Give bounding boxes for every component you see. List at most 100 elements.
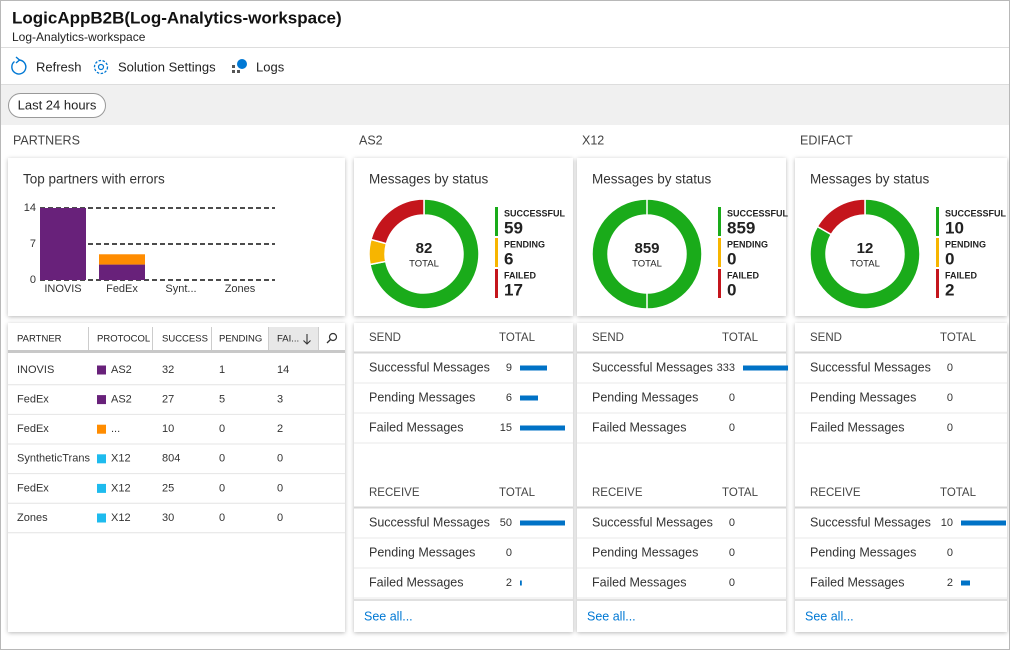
chart-title: Top partners with errors [23,172,165,187]
table-cell: FedEx [17,423,49,435]
detail-label: Successful Messages [592,360,713,374]
detail-label: Failed Messages [369,420,464,434]
column-header[interactable]: SUCCESS [162,334,208,345]
table-cell: X12 [111,482,131,494]
chart-title: Messages by status [810,172,930,187]
detail-value: 2 [947,577,953,589]
detail-bar [520,365,547,371]
column-header[interactable]: PARTNER [17,334,62,345]
detail-value: 333 [717,362,735,374]
table-cell: FedEx [17,394,49,406]
detail-label: Pending Messages [810,545,916,559]
detail-label: Pending Messages [810,390,916,404]
gear-hub [97,63,105,71]
donut-total: 12 [857,240,874,257]
detail-value: 10 [941,517,953,529]
table-cell: 1 [219,364,225,376]
detail-header: TOTAL [722,487,759,499]
table-cell: 32 [162,364,174,376]
search-button[interactable] [326,332,338,344]
detail-header: SEND [592,332,624,344]
legend-swatch [718,207,721,236]
y-tick-label: 14 [24,202,36,214]
detail-label: Failed Messages [810,420,905,434]
table-cell: 27 [162,394,174,406]
partners-table-card [8,323,345,632]
chart-title: Messages by status [369,172,489,187]
detail-header: SEND [810,332,842,344]
settings-button[interactable]: Solution Settings [93,59,217,75]
refresh-button[interactable]: Refresh [11,56,82,75]
detail-bar [961,520,1006,526]
legend-swatch [495,238,498,267]
gear-icon [93,59,109,75]
table-cell: 10 [162,423,174,435]
detail-bar [961,580,970,586]
column-header[interactable]: PROTOCOL [97,334,150,345]
legend-value: 17 [504,280,523,299]
sort-arrow[interactable] [303,334,311,345]
table-cell: 0 [277,512,283,524]
column-header[interactable]: PENDING [219,334,262,345]
settings-label: Solution Settings [118,59,216,74]
search-handle [326,339,331,344]
detail-label: Failed Messages [810,575,905,589]
logs-icon-d [237,59,247,69]
see-all-link[interactable]: See all... [364,609,413,623]
logs-icon-b [232,70,235,73]
legend-label: SUCCESSFUL [727,208,789,218]
detail-label: Successful Messages [369,515,490,529]
column-header[interactable]: FAI... [277,334,299,345]
legend-label: FAILED [504,270,537,280]
table-cell: 5 [219,394,225,406]
table-header-rule [8,350,345,353]
see-all-link[interactable]: See all... [805,609,854,623]
logs-label: Logs [256,59,285,74]
table-cell: 0 [277,482,283,494]
legend-label: PENDING [727,239,768,249]
donut-total-label: TOTAL [409,259,439,270]
table-cell: AS2 [111,394,132,406]
donut-slice [809,198,921,310]
detail-header: TOTAL [499,487,536,499]
refresh-arrow [15,56,21,64]
legend-value: 0 [727,280,736,299]
legend-swatch [718,269,721,298]
logs-button[interactable]: Logs [232,59,285,74]
table-cell: 0 [277,453,283,465]
legend-swatch [495,269,498,298]
legend-swatch [936,238,939,267]
detail-header: TOTAL [940,332,977,344]
bar-segment [40,208,86,280]
detail-label: Pending Messages [369,390,475,404]
legend-swatch [936,269,939,298]
legend-value: 859 [727,218,755,237]
detail-header: TOTAL [499,332,536,344]
refresh-icon [11,59,27,75]
detail-label: Pending Messages [592,390,698,404]
detail-label: Successful Messages [810,515,931,529]
table-cell: ... [111,423,120,435]
detail-value: 9 [506,362,512,374]
detail-value: 15 [500,422,512,434]
protocol-swatch [97,483,106,493]
legend-label: FAILED [727,270,760,280]
see-all-link[interactable]: See all... [587,609,636,623]
donut-total: 82 [416,240,433,257]
bars [40,208,145,280]
x-tick-label: Synt... [165,283,196,295]
legend-label: PENDING [945,239,986,249]
x12-detail-card [577,323,786,632]
protocol-swatch [97,513,106,523]
detail-value: 6 [506,392,512,404]
detail-header: RECEIVE [369,487,420,499]
detail-label: Successful Messages [810,360,931,374]
detail-bar [520,395,538,401]
detail-value: 0 [729,392,735,404]
filter-band [1,84,1009,125]
detail-value: 0 [729,547,735,559]
donut-slice [816,198,866,236]
protocol-swatch [97,454,106,464]
time-filter[interactable]: Last 24 hours [8,93,106,118]
